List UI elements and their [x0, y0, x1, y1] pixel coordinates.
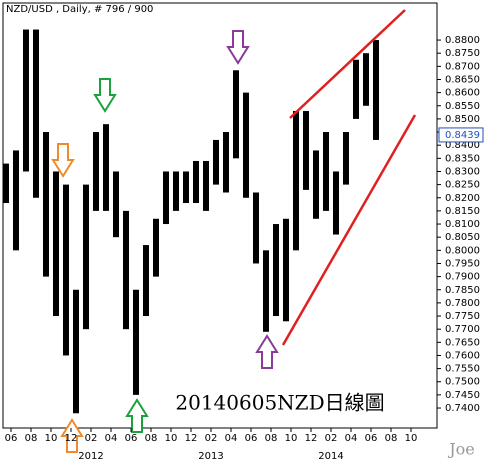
y-tick-label: 0.8550	[445, 101, 480, 112]
price-range	[353, 59, 359, 119]
trend-line	[281, 114, 417, 346]
x-tick-label: 10	[165, 433, 178, 444]
price-range	[343, 132, 349, 185]
price-range	[133, 289, 139, 395]
x-tick-label: 10	[405, 433, 418, 444]
price-range	[243, 92, 249, 198]
y-tick-label: 0.8000	[445, 245, 480, 256]
price-range	[63, 184, 69, 356]
y-tick-label: 0.7900	[445, 272, 480, 283]
y-tick-label: 0.8650	[445, 74, 480, 85]
y-tick-label: 0.8300	[445, 166, 480, 177]
x-tick-label: 12	[65, 433, 78, 444]
price-range	[253, 192, 259, 264]
x-tick-label: 04	[345, 433, 358, 444]
price-range	[293, 111, 299, 251]
y-tick-label: 0.7450	[445, 390, 480, 401]
y-tick-label: 0.7550	[445, 364, 480, 375]
x-tick-label: 10	[45, 433, 58, 444]
price-range	[113, 171, 119, 238]
price-range	[93, 132, 99, 211]
year-label: 2013	[198, 451, 223, 462]
last-price-label: 0.8439	[445, 130, 480, 141]
y-tick-label: 0.8500	[445, 114, 480, 125]
price-range	[283, 218, 289, 322]
price-range	[153, 218, 159, 277]
y-tick-label: 0.7500	[445, 377, 480, 388]
x-tick-label: 02	[205, 433, 218, 444]
y-tick-label: 0.8750	[445, 48, 480, 59]
x-tick-label: 06	[245, 433, 258, 444]
x-tick-label: 04	[225, 433, 238, 444]
price-range	[163, 171, 169, 225]
price-range	[363, 53, 369, 106]
y-tick-label: 0.8250	[445, 180, 480, 191]
annotation: 20140605NZD日線圖	[175, 391, 384, 415]
y-tick-label: 0.7800	[445, 298, 480, 309]
price-range	[53, 171, 59, 317]
price-range	[33, 29, 39, 198]
price-range	[103, 124, 109, 211]
y-tick-label: 0.7600	[445, 350, 480, 361]
x-tick-label: 02	[325, 433, 338, 444]
price-range	[263, 250, 269, 332]
price-range	[183, 171, 189, 204]
price-range	[193, 160, 199, 204]
trend-line	[289, 9, 406, 119]
price-range	[213, 139, 219, 185]
chart-title: NZD/USD , Daily, # 796 / 900	[6, 4, 153, 15]
price-range	[303, 111, 309, 190]
x-tick-label: 02	[85, 433, 98, 444]
x-tick-label: 04	[105, 433, 118, 444]
y-tick-label: 0.8350	[445, 153, 480, 164]
x-tick-label: 08	[145, 433, 158, 444]
y-tick-label: 0.8200	[445, 193, 480, 204]
y-tick-label: 0.8400	[445, 140, 480, 151]
x-tick-label: 08	[25, 433, 38, 444]
x-tick-label: 12	[305, 433, 318, 444]
y-tick-label: 0.8600	[445, 88, 480, 99]
y-tick-label: 0.8800	[445, 35, 480, 46]
price-range	[313, 150, 319, 219]
price-range	[73, 289, 79, 414]
y-tick-label: 0.8100	[445, 219, 480, 230]
y-tick-label: 0.7650	[445, 337, 480, 348]
price-range	[223, 132, 229, 193]
price-range	[273, 224, 279, 317]
x-tick-label: 06	[125, 433, 138, 444]
x-tick-label: 06	[5, 433, 18, 444]
price-range	[323, 132, 329, 211]
price-range	[173, 171, 179, 211]
year-label: 2014	[318, 451, 343, 462]
price-range	[373, 40, 379, 140]
price-range	[333, 171, 339, 235]
x-tick-label: 12	[185, 433, 198, 444]
price-range	[123, 210, 129, 330]
y-tick-label: 0.8150	[445, 206, 480, 217]
price-range	[13, 150, 19, 251]
y-tick-label: 0.7850	[445, 285, 480, 296]
x-tick-label: 08	[385, 433, 398, 444]
x-tick-label: 06	[365, 433, 378, 444]
price-range	[233, 70, 239, 159]
price-range	[143, 245, 149, 317]
price-range	[23, 29, 29, 172]
last-price-box	[438, 127, 484, 143]
price-range	[3, 163, 9, 204]
price-range	[203, 160, 209, 211]
x-tick-label: 10	[285, 433, 298, 444]
y-tick-label: 0.8700	[445, 61, 480, 72]
price-range	[83, 184, 89, 330]
y-tick-label: 0.7950	[445, 258, 480, 269]
y-tick-label: 0.7400	[445, 403, 480, 414]
year-label: 2012	[78, 451, 103, 462]
y-tick-label: 0.7700	[445, 324, 480, 335]
signature: Joe	[447, 440, 475, 459]
price-range	[43, 132, 49, 277]
y-tick-label: 0.8050	[445, 232, 480, 243]
y-tick-label: 0.7750	[445, 311, 480, 322]
x-tick-label: 08	[265, 433, 278, 444]
